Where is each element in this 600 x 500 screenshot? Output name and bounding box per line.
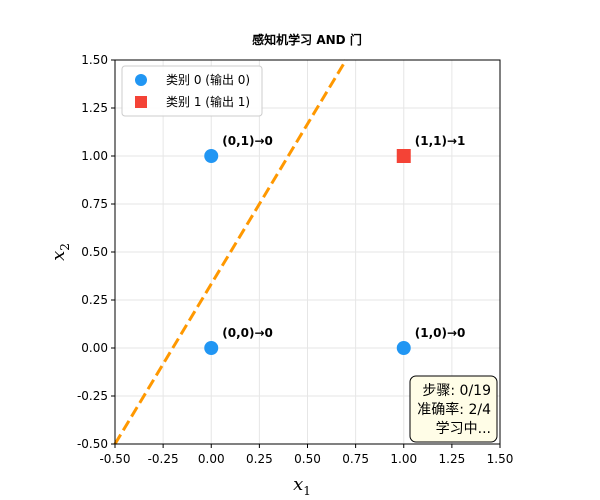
y-tick-label: 1.25 <box>81 101 108 115</box>
status-box-bg <box>409 375 498 443</box>
point-class-0-2 <box>396 341 411 355</box>
y-axis-label-sub: 2 <box>58 243 72 251</box>
legend-box <box>121 65 263 117</box>
x-tick-label: 1.25 <box>439 452 466 466</box>
status-step: 步骤: 0/19 <box>422 383 491 399</box>
status-box: 步骤: 0/19 准确率: 2/4 学习中... <box>409 375 498 443</box>
x-tick-label: -0.50 <box>99 452 130 466</box>
legend-marker-class-0 <box>135 74 147 86</box>
y-axis-label-main: x <box>48 251 69 261</box>
point-class-1-0 <box>396 149 411 163</box>
x-tick-label: 1.00 <box>390 452 417 466</box>
point-class-0-1 <box>204 149 219 163</box>
x-axis-label: x1 <box>293 474 311 498</box>
point-label-class-1-0: (1,1)→1 <box>415 134 466 148</box>
x-tick-label: 0.00 <box>198 452 225 466</box>
legend-label-class-0: 类别 0 (输出 0) <box>166 72 250 87</box>
y-tick-label: 0.50 <box>81 245 108 259</box>
x-tick-label: 0.25 <box>246 452 273 466</box>
point-label-class-0-2: (1,0)→0 <box>415 326 466 340</box>
y-tick-label: 1.50 <box>81 53 108 67</box>
y-tick-label: -0.50 <box>77 437 108 451</box>
legend-marker-class-1 <box>135 96 147 108</box>
y-axis-ticks: -0.50 -0.25 0.00 0.25 0.50 0.75 1.00 1.25 1.50 <box>77 53 115 451</box>
x-tick-label: 0.75 <box>342 452 369 466</box>
status-learning: 学习中... <box>436 421 491 437</box>
legend-label-class-1: 类别 1 (输出 1) <box>166 94 250 109</box>
y-axis-label: x2 <box>48 243 72 261</box>
x-tick-label: -0.25 <box>148 452 179 466</box>
decision-boundary <box>113 59 348 445</box>
x-tick-label: 1.50 <box>487 452 514 466</box>
x-axis-ticks: -0.50 -0.25 0.00 0.25 0.50 0.75 1.00 1.25 1.50 <box>99 444 513 466</box>
x-axis-label-sub: 1 <box>303 484 311 498</box>
point-labels: (0,0)→0 (0,1)→0 (1,0)→0 (1,1)→1 <box>222 134 465 340</box>
status-accuracy: 准确率: 2/4 <box>417 401 491 418</box>
y-tick-label: -0.25 <box>77 389 108 403</box>
y-tick-label: 1.00 <box>81 149 108 163</box>
x-axis-label-main: x <box>293 474 303 495</box>
chart-title: 感知机学习 AND 门 <box>252 32 362 47</box>
point-label-class-0-0: (0,0)→0 <box>222 326 273 340</box>
y-tick-label: 0.25 <box>81 293 108 307</box>
x-tick-label: 0.50 <box>294 452 321 466</box>
y-tick-label: 0.75 <box>81 197 108 211</box>
point-label-class-0-1: (0,1)→0 <box>222 134 273 148</box>
decision-boundary-line <box>113 59 348 445</box>
y-tick-label: 0.00 <box>81 341 108 355</box>
point-class-0-0 <box>204 341 219 355</box>
legend: 类别 0 (输出 0) 类别 1 (输出 1) <box>121 65 263 117</box>
data-points <box>204 149 411 355</box>
